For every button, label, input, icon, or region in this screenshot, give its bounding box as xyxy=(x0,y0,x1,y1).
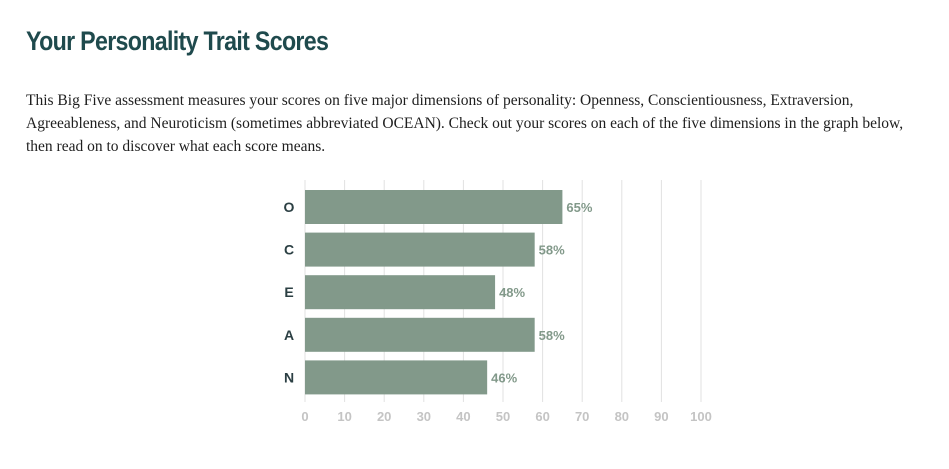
bar-n xyxy=(305,360,488,395)
category-label: E xyxy=(284,284,293,300)
x-tick-label: 100 xyxy=(690,409,712,424)
category-label: N xyxy=(284,369,294,385)
x-tick-label: 90 xyxy=(654,409,668,424)
bar-a xyxy=(305,317,535,352)
x-tick-label: 10 xyxy=(337,409,351,424)
x-tick-label: 60 xyxy=(535,409,549,424)
x-tick-label: 70 xyxy=(575,409,589,424)
labels: 0 10 20 30 40 50 60 70 80 90 100 O 65% C 58% E 48% A 58% N 4… xyxy=(284,199,712,424)
x-tick-label: 0 xyxy=(301,409,308,424)
bar-o xyxy=(305,190,563,224)
x-tick-label: 30 xyxy=(417,409,431,424)
bar-c xyxy=(305,232,535,267)
value-label: 58% xyxy=(539,328,565,343)
category-label: C xyxy=(284,242,294,258)
value-label: 58% xyxy=(539,243,565,258)
value-label: 65% xyxy=(566,200,592,215)
x-tick-label: 20 xyxy=(377,409,391,424)
bar-e xyxy=(305,275,496,310)
value-label: 48% xyxy=(499,285,525,300)
value-label: 46% xyxy=(491,370,517,385)
intro-paragraph: This Big Five assessment measures your s… xyxy=(26,92,904,155)
x-tick-label: 50 xyxy=(496,409,510,424)
page-title: Your Personality Trait Scores xyxy=(26,26,329,56)
bars xyxy=(305,190,563,395)
category-label: A xyxy=(284,327,294,343)
x-tick-label: 40 xyxy=(456,409,470,424)
category-label: O xyxy=(284,199,295,215)
x-tick-label: 80 xyxy=(615,409,629,424)
